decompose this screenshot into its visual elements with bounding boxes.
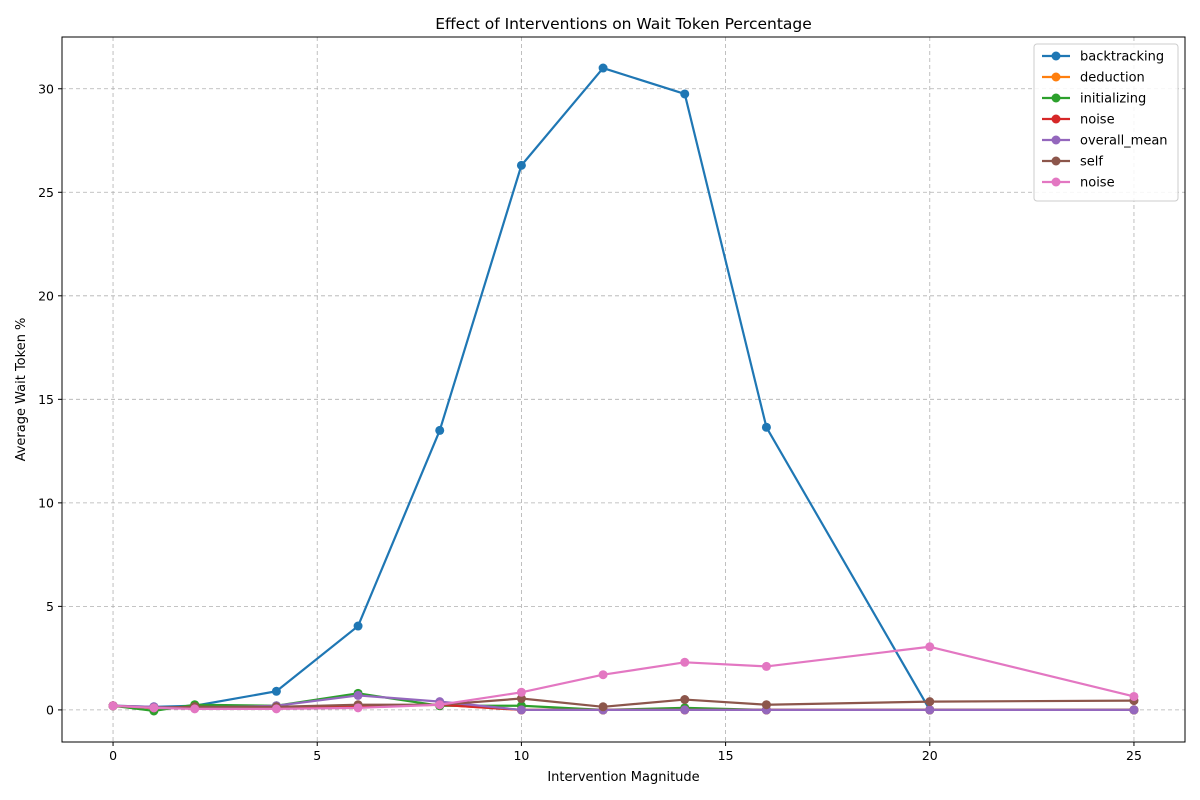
data-point: [516, 694, 526, 704]
legend: backtracking deduction initializing noise ov…: [1033, 43, 1179, 202]
data-point: [353, 703, 363, 713]
legend-marker: [1051, 135, 1061, 145]
y-axis-title: Average Wait Token %: [14, 318, 29, 462]
legend-marker: [1051, 114, 1061, 124]
data-point: [1129, 705, 1139, 715]
legend-label: backtracking: [1080, 50, 1164, 65]
legend-marker: [1051, 72, 1061, 82]
x-tick-label: 25: [1126, 748, 1142, 763]
x-tick-label: 5: [313, 748, 321, 763]
x-tick-label: 20: [922, 748, 938, 763]
data-point: [761, 700, 771, 710]
data-point: [149, 703, 159, 713]
plot-frame: [61, 36, 1186, 743]
y-tick-label: 0: [46, 702, 54, 717]
legend-item: backtracking: [1042, 50, 1164, 65]
legend-marker: [1051, 51, 1061, 61]
legend-item: initializing: [1042, 92, 1146, 107]
y-tick-label: 30: [38, 81, 54, 96]
series-lines: [108, 63, 1139, 716]
data-point: [680, 705, 690, 715]
data-point: [516, 705, 526, 715]
data-point: [598, 702, 608, 712]
data-point: [516, 160, 526, 170]
data-point: [271, 686, 281, 696]
data-point: [271, 704, 281, 714]
legend-label: self: [1080, 155, 1103, 170]
data-point: [1129, 691, 1139, 701]
legend-item: overall_mean: [1042, 134, 1168, 149]
data-point: [190, 704, 200, 714]
data-point: [516, 687, 526, 697]
data-point: [435, 700, 445, 710]
x-tick-label: 10: [513, 748, 529, 763]
y-tick-label: 25: [38, 185, 54, 200]
legend-item: noise: [1042, 113, 1115, 128]
legend-label: noise: [1080, 176, 1115, 191]
y-tick-label: 20: [38, 288, 54, 303]
y-tick-label: 10: [38, 495, 54, 510]
x-axis-title: Intervention Magnitude: [547, 770, 699, 785]
series-line: [112, 645, 1135, 710]
data-point: [925, 642, 935, 652]
legend-item: deduction: [1042, 71, 1145, 86]
data-point: [435, 425, 445, 435]
data-point: [925, 705, 935, 715]
x-tick-label: 0: [109, 748, 117, 763]
y-tick-label: 15: [38, 392, 54, 407]
x-tick-label: 15: [718, 748, 734, 763]
legend-label: deduction: [1080, 71, 1145, 86]
data-point: [680, 695, 690, 705]
legend-label: initializing: [1080, 92, 1146, 107]
data-point: [353, 690, 363, 700]
series-line: [112, 697, 1134, 709]
legend-marker: [1051, 156, 1061, 166]
legend-marker: [1051, 177, 1061, 187]
legend-marker: [1051, 93, 1061, 103]
legend-item: noise: [1042, 176, 1115, 191]
data-point: [598, 670, 608, 680]
data-point: [108, 701, 118, 711]
y-tick-label: 5: [46, 599, 54, 614]
axis-ticks: 0 5 10 15 20 25 0 5 10 15 20 25 30: [38, 81, 1142, 763]
chart-title: Effect of Interventions on Wait Token Pe…: [435, 15, 812, 33]
legend-label: noise: [1080, 113, 1115, 128]
data-point: [680, 89, 690, 99]
data-point: [761, 422, 771, 432]
data-point: [680, 657, 690, 667]
data-point: [598, 63, 608, 73]
legend-item: self: [1042, 155, 1103, 170]
series-6-noise: [108, 642, 1139, 714]
data-point: [761, 661, 771, 671]
legend-label: overall_mean: [1080, 134, 1168, 149]
data-point: [925, 697, 935, 707]
data-point: [353, 621, 363, 631]
